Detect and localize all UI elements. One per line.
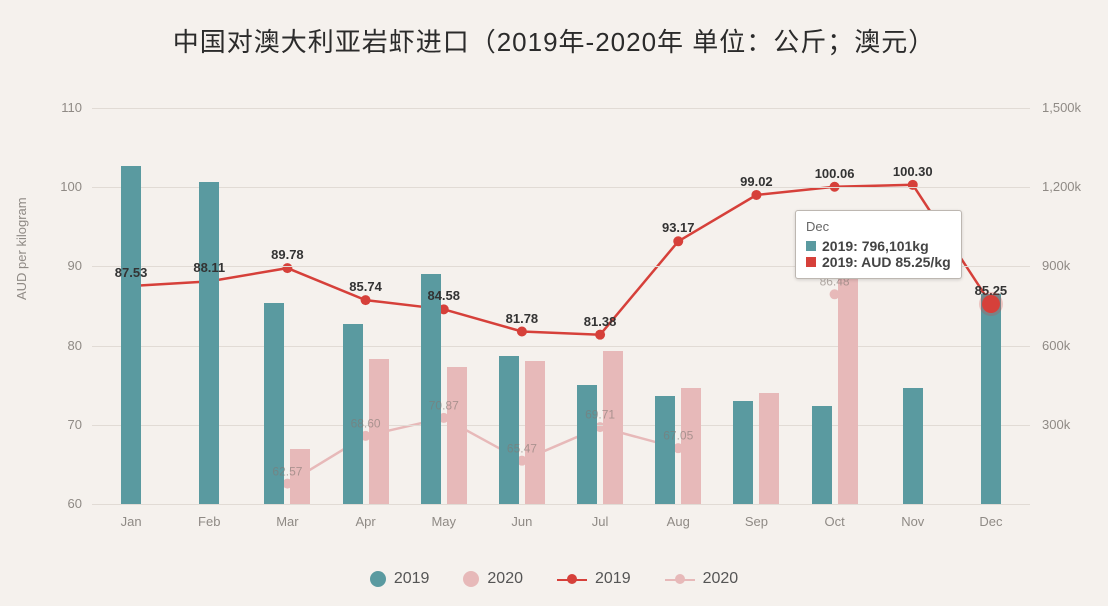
legend: 2019 2020 2019 2020 [0,570,1108,588]
y-left-tick: 70 [42,417,82,432]
bar-2019 [733,401,753,504]
bar-2019 [121,166,141,504]
plot-area: 60708090100110300k600k900k1,200k1,500kJa… [92,108,1030,504]
legend-label: 2020 [487,570,523,588]
bar-2020 [603,351,623,504]
line-2019-point [673,236,683,246]
line-2020-label: 62.57 [272,464,302,478]
line-2019-point [517,327,527,337]
line-2019-label: 85.74 [349,279,382,294]
tooltip-text: 2019: 796,101kg [822,238,929,254]
line-2020-label: 68.60 [351,416,381,430]
x-tick: Jul [592,514,609,529]
line-2020-label: 67.05 [663,429,693,443]
grid-line [92,504,1030,505]
bar-2019 [577,385,597,504]
line-2019-label: 84.58 [427,288,460,303]
bar-2019 [499,356,519,504]
x-tick: Oct [824,514,844,529]
tooltip-row: 2019: AUD 85.25/kg [806,254,951,270]
bar-2019 [343,324,363,504]
legend-label: 2019 [394,570,430,588]
x-tick: Apr [355,514,375,529]
y-left-tick: 80 [42,338,82,353]
line-2019-point [361,295,371,305]
legend-label: 2019 [595,570,631,588]
x-tick: May [431,514,456,529]
line-2019-label: 99.02 [740,174,773,189]
y-left-tick: 110 [42,100,82,115]
tooltip: Dec 2019: 796,101kg 2019: AUD 85.25/kg [795,210,962,279]
tooltip-swatch [806,257,816,267]
line-2019-label: 81.78 [506,311,539,326]
bar-2019 [421,274,441,504]
line-2019-label: 87.53 [115,265,148,280]
line-2019-label: 100.06 [815,166,855,181]
grid-line [92,187,1030,188]
line-layer [92,108,1030,504]
x-tick: Dec [979,514,1002,529]
legend-label: 2020 [703,570,739,588]
y-left-tick: 90 [42,258,82,273]
bar-2019 [199,182,219,504]
legend-swatch [370,571,386,587]
legend-item: 2019 [557,570,631,588]
legend-line-icon [665,571,695,587]
grid-line [92,108,1030,109]
x-tick: Mar [276,514,298,529]
legend-item: 2020 [463,570,523,588]
y-right-tick: 300k [1042,417,1102,432]
line-2019-label: 93.17 [662,220,695,235]
line-2020-label: 70.87 [429,398,459,412]
y-right-tick: 600k [1042,338,1102,353]
legend-item: 2020 [665,570,739,588]
bar-2020 [759,393,779,504]
x-tick: Sep [745,514,768,529]
grid-line [92,346,1030,347]
highlight-point [982,295,1000,313]
line-2019-point [595,330,605,340]
x-tick: Jun [511,514,532,529]
y-left-tick: 100 [42,179,82,194]
line-2019-label: 89.78 [271,247,304,262]
bar-2020 [525,361,545,504]
x-tick: Aug [667,514,690,529]
legend-item: 2019 [370,570,430,588]
tooltip-swatch [806,241,816,251]
y-left-tick: 60 [42,496,82,511]
bar-2020 [447,367,467,504]
line-2020-label: 69.71 [585,407,615,421]
line-2019-point [751,190,761,200]
grid-line [92,425,1030,426]
chart-container: 中国对澳大利亚岩虾进口（2019年-2020年 单位：公斤；澳元） AUD pe… [0,0,1108,606]
bar-2020 [369,359,389,504]
bar-2019 [812,406,832,504]
bar-2020 [681,388,701,504]
x-tick: Nov [901,514,924,529]
legend-swatch [463,571,479,587]
legend-line-icon [557,571,587,587]
bar-2019 [903,388,923,504]
x-tick: Jan [121,514,142,529]
y-right-tick: 1,500k [1042,100,1102,115]
line-2019-point [282,263,292,273]
bar-2019 [981,294,1001,504]
line-2019-label: 81.38 [584,314,617,329]
y-right-tick: 900k [1042,258,1102,273]
y-right-tick: 1,200k [1042,179,1102,194]
chart-title: 中国对澳大利亚岩虾进口（2019年-2020年 单位：公斤；澳元） [0,22,1108,59]
line-2019-label: 88.11 [193,260,225,275]
line-2019-point [908,180,918,190]
tooltip-title: Dec [806,219,951,234]
line-2020-label: 65.47 [507,441,537,455]
x-tick: Feb [198,514,220,529]
line-2019-label: 100.30 [893,164,933,179]
bar-2019 [655,396,675,504]
tooltip-row: 2019: 796,101kg [806,238,951,254]
tooltip-text: 2019: AUD 85.25/kg [822,254,951,270]
y-axis-left-label: AUD per kilogram [14,197,29,300]
